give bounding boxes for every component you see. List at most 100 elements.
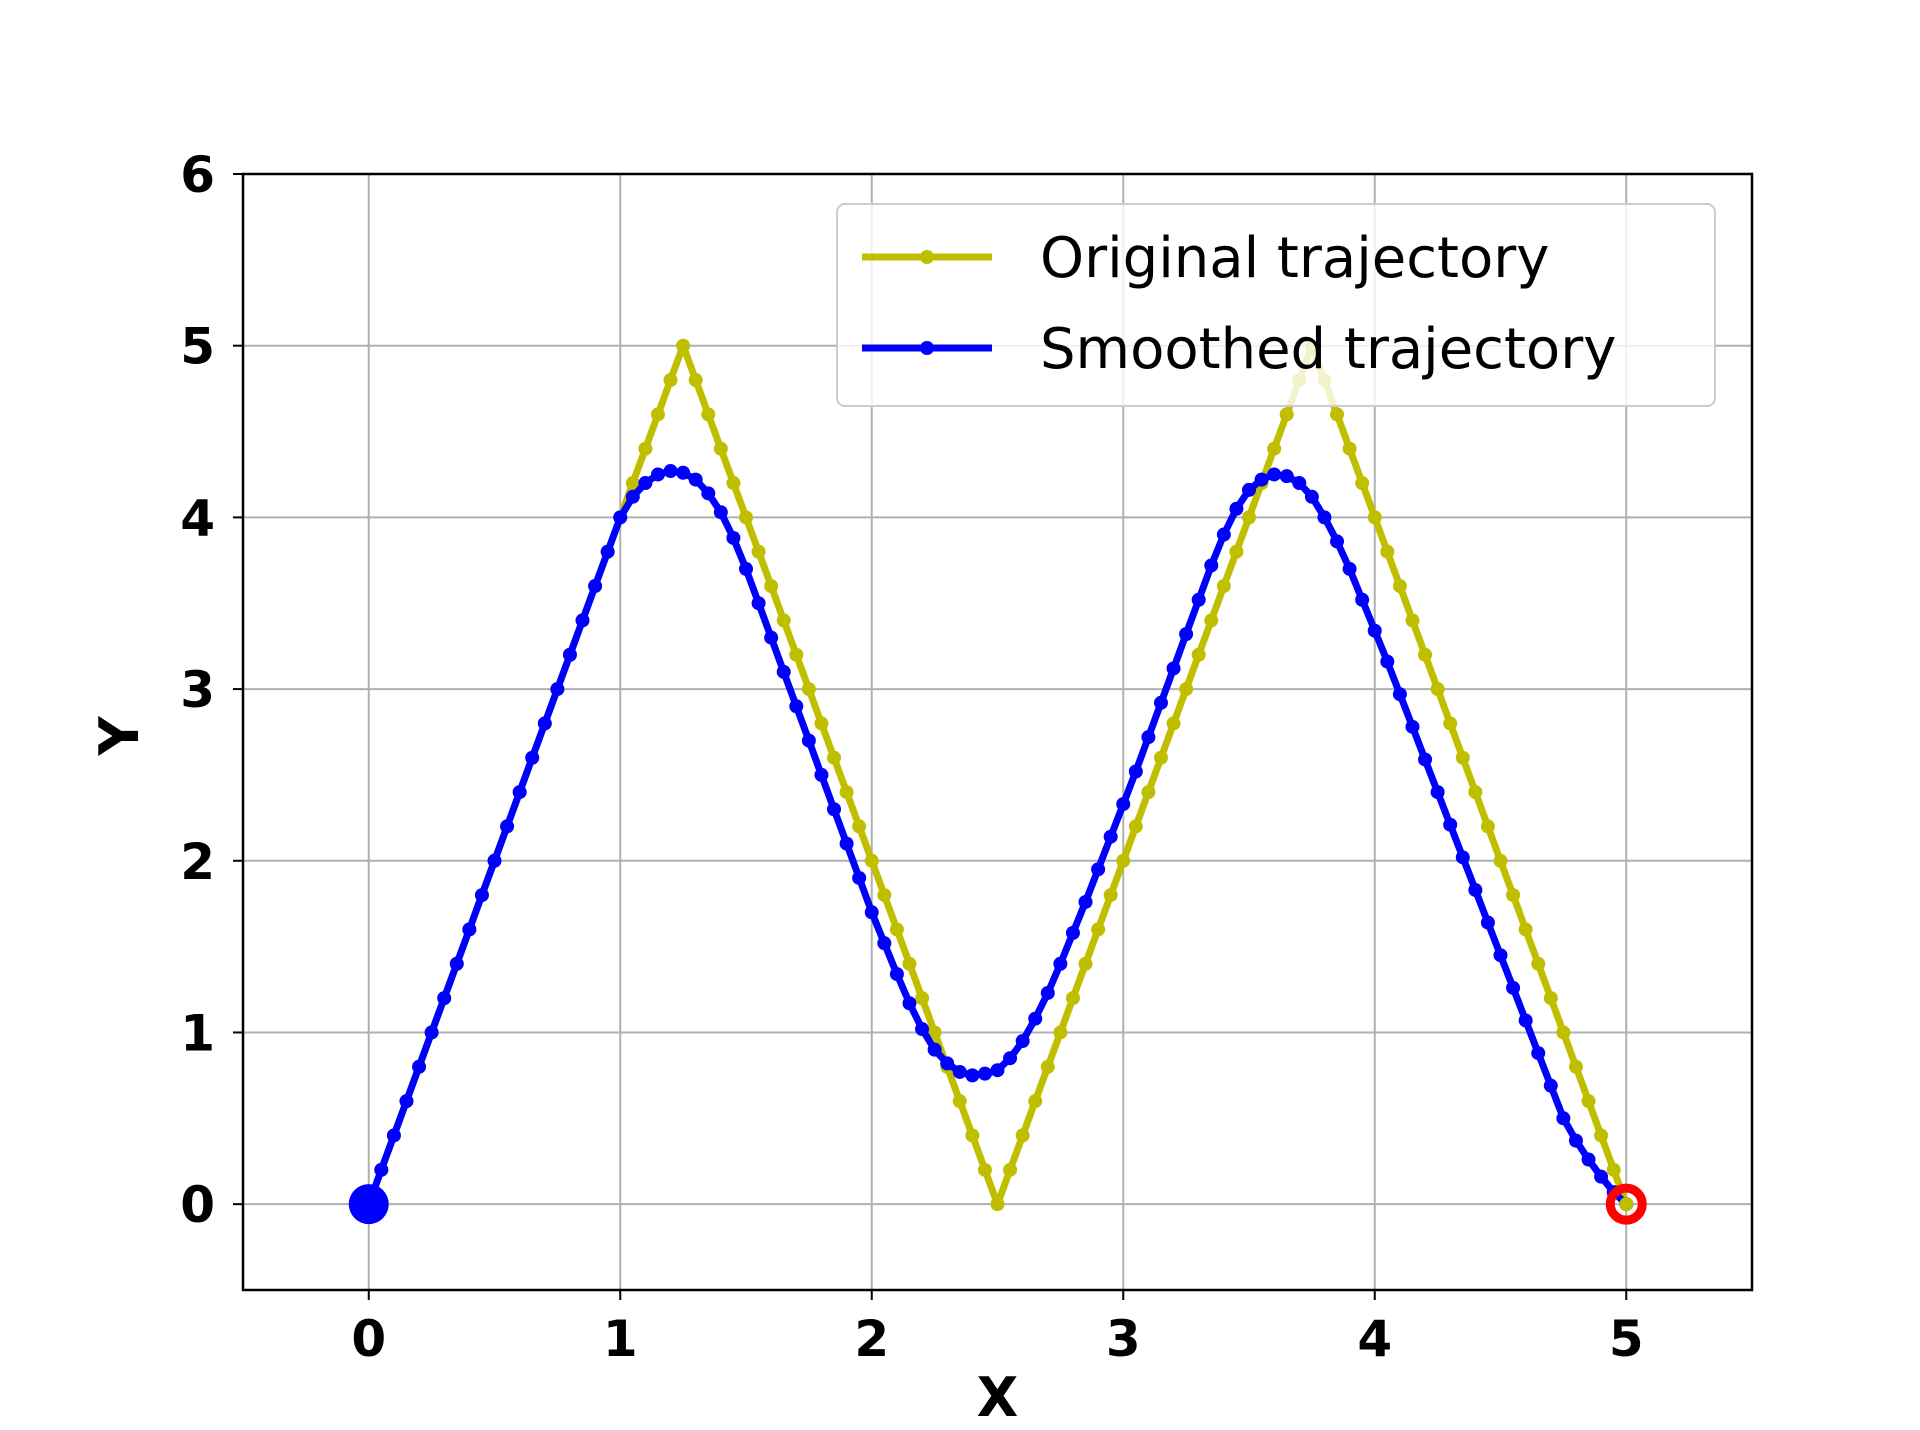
data-point-original (1568, 1059, 1583, 1074)
data-point-original (965, 1128, 980, 1143)
data-point-original (1355, 476, 1370, 491)
data-point-smoothed (625, 489, 640, 504)
data-point-original (1166, 716, 1181, 731)
data-point-smoothed (1015, 1034, 1030, 1049)
data-point-original (801, 682, 816, 697)
data-point-original (1091, 922, 1106, 937)
data-point-smoothed (1455, 850, 1470, 865)
data-point-smoothed (1506, 980, 1521, 995)
data-point-smoothed (751, 596, 766, 611)
data-point-original (1216, 579, 1231, 594)
data-point-smoothed (814, 767, 829, 782)
data-point-original (952, 1094, 967, 1109)
data-point-smoothed (776, 664, 791, 679)
data-point-original (1279, 407, 1294, 422)
y-tick-label: 6 (180, 146, 215, 204)
data-point-original (1065, 991, 1080, 1006)
y-tick-label: 5 (180, 318, 215, 376)
data-point-original (1191, 647, 1206, 662)
data-point-original (1028, 1094, 1043, 1109)
data-point-smoothed (1028, 1011, 1043, 1026)
data-point-original (739, 510, 753, 525)
y-tick-label: 2 (180, 833, 215, 891)
data-point-smoothed (1556, 1111, 1571, 1126)
data-point-smoothed (1216, 527, 1231, 542)
data-point-smoothed (386, 1128, 401, 1143)
data-point-smoothed (852, 870, 867, 885)
data-point-smoothed (374, 1162, 389, 1177)
legend-swatch-marker (920, 341, 934, 355)
data-point-smoothed (638, 476, 653, 491)
data-point-smoothed (500, 819, 515, 834)
data-point-smoothed (1003, 1051, 1018, 1066)
data-point-original (650, 407, 665, 422)
data-point-original (1242, 510, 1256, 525)
data-point-original (1053, 1025, 1068, 1040)
data-point-smoothed (1242, 482, 1256, 497)
data-point-smoothed (701, 486, 716, 501)
data-point-smoothed (1568, 1133, 1583, 1148)
data-point-smoothed (1594, 1169, 1609, 1184)
y-axis-label: Y (88, 716, 151, 757)
data-point-smoothed (927, 1042, 942, 1057)
data-point-smoothed (1254, 472, 1269, 487)
data-point-smoothed (1418, 752, 1433, 767)
data-point-original (827, 750, 842, 765)
data-point-smoothed (1330, 534, 1345, 549)
data-point-original (1141, 785, 1156, 800)
data-point-smoothed (1342, 561, 1357, 576)
data-point-original (1506, 888, 1521, 903)
data-point-smoothed (1053, 956, 1068, 971)
data-point-original (977, 1162, 992, 1177)
data-point-smoothed (1191, 592, 1206, 607)
data-point-smoothed (449, 956, 464, 971)
data-point-smoothed (1480, 915, 1495, 930)
data-layer (348, 338, 1647, 1225)
data-point-original (864, 853, 879, 868)
legend: Original trajectory Smoothed trajectory (836, 203, 1716, 407)
data-point-smoothed (537, 716, 552, 731)
data-point-original (889, 922, 904, 937)
data-point-original (1380, 544, 1395, 559)
data-point-smoothed (1304, 489, 1319, 504)
x-tick-label: 5 (1609, 1310, 1644, 1368)
data-point-smoothed (1581, 1152, 1596, 1167)
data-point-original (726, 476, 741, 491)
x-tick-label: 3 (1106, 1310, 1141, 1368)
data-point-original (927, 1025, 942, 1040)
data-point-original (1103, 888, 1118, 903)
data-point-smoothed (1116, 797, 1131, 812)
legend-label-original: Original trajectory (1040, 226, 1549, 291)
data-point-original (764, 579, 779, 594)
data-point-smoothed (1279, 469, 1294, 484)
data-point-smoothed (940, 1056, 955, 1071)
data-point-smoothed (1166, 661, 1181, 676)
data-point-original (1606, 1162, 1621, 1177)
data-point-original (852, 819, 867, 834)
data-point-smoothed (1392, 687, 1407, 702)
data-point-original (751, 544, 766, 559)
data-point-original (1204, 613, 1219, 628)
data-point-smoothed (512, 785, 527, 800)
data-point-smoothed (525, 750, 540, 765)
data-point-smoothed (1355, 592, 1370, 607)
y-tick-label: 0 (180, 1176, 215, 1234)
data-point-smoothed (688, 472, 703, 487)
data-point-original (915, 991, 930, 1006)
data-point-original (1229, 544, 1244, 559)
data-point-smoothed (1317, 510, 1332, 525)
data-point-smoothed (1078, 894, 1093, 909)
data-point-original (1003, 1162, 1018, 1177)
y-tick-label: 4 (180, 489, 215, 547)
data-point-smoothed (889, 967, 904, 982)
data-point-smoothed (1141, 730, 1156, 745)
data-point-smoothed (474, 888, 489, 903)
data-point-smoothed (613, 510, 628, 525)
data-point-original (776, 613, 791, 628)
data-point-smoothed (1065, 925, 1080, 940)
data-point-smoothed (839, 836, 854, 851)
data-point-smoothed (1405, 719, 1420, 734)
plot-frame (241, 172, 1754, 1292)
